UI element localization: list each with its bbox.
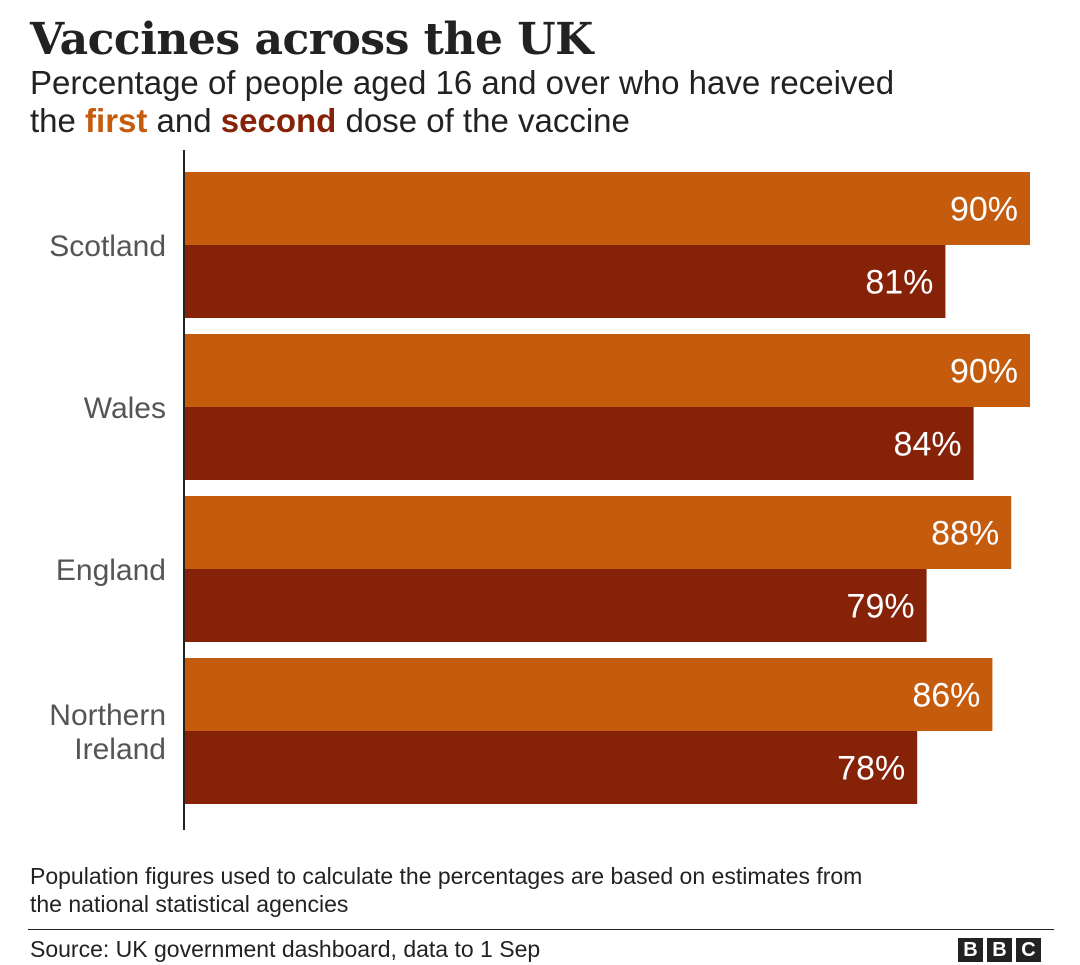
footer-divider <box>28 929 1054 930</box>
subtitle-line-1: Percentage of people aged 16 and over wh… <box>30 64 895 101</box>
bar-label-first-wales: 90% <box>950 353 1018 391</box>
bbc-logo: B B C <box>958 938 1041 962</box>
bar-second-wales <box>184 407 974 480</box>
bar-first-england <box>184 496 1012 569</box>
bar-label-first-england: 88% <box>931 515 999 553</box>
bar-label-first-scotland: 90% <box>950 191 1018 229</box>
footnote-line-2: the national statistical agencies <box>30 891 349 917</box>
bar-label-second-scotland: 81% <box>865 264 933 302</box>
bar-second-england <box>184 569 927 642</box>
bar-first-northern-ireland <box>184 658 993 731</box>
chart-subtitle: Percentage of people aged 16 and over wh… <box>30 64 894 140</box>
logo-letter-b1: B <box>958 938 983 962</box>
subtitle-suffix: dose of the vaccine <box>336 102 630 139</box>
subtitle-line-2: the first and second dose of the vaccine <box>30 102 894 140</box>
bar-first-scotland <box>184 172 1030 245</box>
category-label-scotland: Scotland <box>49 230 166 263</box>
logo-letter-c: C <box>1016 938 1041 962</box>
subtitle-prefix: the <box>30 102 86 139</box>
bar-label-second-wales: 84% <box>894 426 962 464</box>
source-text: Source: UK government dashboard, data to… <box>30 936 541 962</box>
legend-second-dose: second <box>220 102 337 139</box>
bar-second-scotland <box>184 245 946 318</box>
bar-label-second-england: 79% <box>847 588 915 626</box>
bar-label-second-northern-ireland: 78% <box>837 750 905 788</box>
logo-letter-b2: B <box>987 938 1012 962</box>
subtitle-middle: and <box>147 102 221 139</box>
legend-first-dose: first <box>85 102 148 139</box>
bar-first-wales <box>184 334 1030 407</box>
chart-title: Vaccines across the UK <box>30 14 593 65</box>
footnote-line-1: Population figures used to calculate the… <box>30 863 863 889</box>
category-label-northern-ireland: Northern Ireland <box>49 699 166 766</box>
category-label-england: England <box>56 554 166 587</box>
category-label-wales: Wales <box>84 392 166 425</box>
bar-label-first-northern-ireland: 86% <box>912 677 980 715</box>
bar-second-northern-ireland <box>184 731 918 804</box>
footnote: Population figures used to calculate the… <box>30 862 862 918</box>
